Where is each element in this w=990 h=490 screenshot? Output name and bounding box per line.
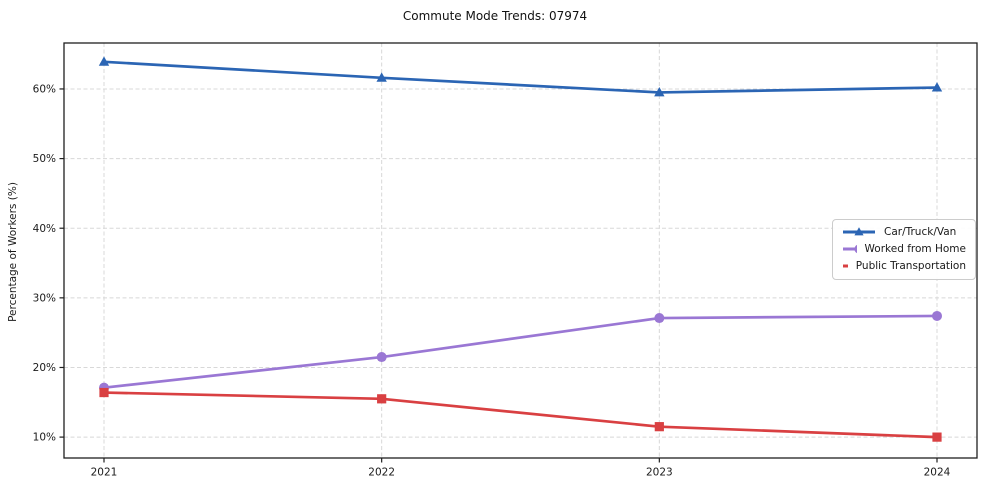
marker-square-public-transportation — [932, 432, 942, 442]
legend-item: Car/Truck/Van — [842, 226, 966, 238]
legend-label: Public Transportation — [855, 260, 966, 272]
marker-triangle-car-truck-van — [931, 82, 943, 92]
series-line-worked-from-home — [103, 314, 938, 390]
y-tick-label: 10% — [33, 432, 56, 444]
marker-square-public-transportation — [99, 387, 109, 398]
y-tick-label: 50% — [33, 153, 56, 165]
marker-circle-worked-from-home — [376, 352, 387, 363]
series-line-car-truck-van — [103, 60, 938, 94]
marker-triangle-car-truck-van — [98, 56, 110, 66]
y-tick-label: 30% — [33, 292, 56, 304]
legend: Car/Truck/Van Worked from Home Public Tr… — [832, 219, 976, 280]
y-tick-label: 60% — [33, 84, 56, 96]
legend-line-circle-icon — [843, 245, 857, 253]
legend-label: Car/Truck/Van — [884, 226, 957, 238]
y-tick-label: 20% — [33, 362, 56, 374]
legend-item: Public Transportation — [842, 260, 966, 272]
chart-title: Commute Mode Trends: 07974 — [402, 9, 588, 23]
x-tick-label: 2023 — [646, 467, 673, 479]
legend-item: Worked from Home — [842, 243, 966, 255]
marker-triangle-car-truck-van — [654, 87, 665, 97]
legend-line-triangle-icon — [843, 227, 875, 236]
x-tick-label: 2022 — [368, 467, 395, 479]
marker-circle-worked-from-home — [654, 313, 665, 324]
x-tick-label: 2024 — [924, 467, 951, 479]
legend-label: Worked from Home — [864, 243, 966, 255]
marker-square-public-transportation — [654, 422, 664, 432]
x-tick-label: 2021 — [91, 467, 118, 479]
series-line-public-transportation — [103, 391, 938, 439]
plot-border — [63, 42, 978, 459]
legend-line-square-icon — [843, 264, 848, 268]
marker-circle-worked-from-home — [932, 310, 942, 321]
marker-triangle-car-truck-van — [376, 72, 387, 82]
y-tick-label: 40% — [33, 223, 56, 235]
marker-square-public-transportation — [377, 394, 387, 404]
